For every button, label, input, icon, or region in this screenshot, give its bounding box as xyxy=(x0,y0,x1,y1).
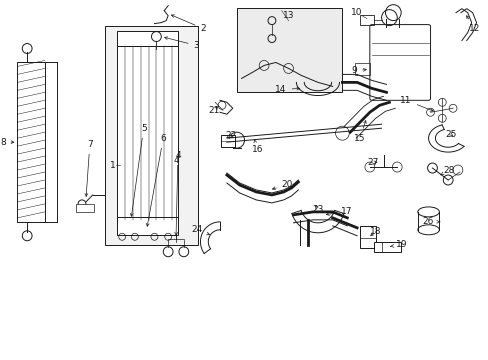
Ellipse shape xyxy=(417,225,438,235)
Text: 10: 10 xyxy=(350,8,361,17)
Bar xyxy=(76,204,94,212)
Text: 2: 2 xyxy=(171,15,205,33)
Bar xyxy=(117,217,178,235)
Text: 3: 3 xyxy=(164,37,199,50)
Bar xyxy=(236,8,342,92)
Text: 22: 22 xyxy=(224,131,236,140)
Bar xyxy=(221,135,234,147)
Bar xyxy=(117,45,178,220)
Text: 9: 9 xyxy=(351,66,366,75)
Text: 24: 24 xyxy=(191,225,209,235)
Text: 6: 6 xyxy=(146,134,166,226)
Text: 13: 13 xyxy=(282,11,294,20)
Bar xyxy=(373,242,400,252)
Text: 5: 5 xyxy=(130,124,146,216)
Text: 14: 14 xyxy=(275,85,299,94)
Text: 25: 25 xyxy=(444,130,456,139)
Ellipse shape xyxy=(417,207,438,217)
Text: 16: 16 xyxy=(251,140,263,154)
Text: 28: 28 xyxy=(440,166,454,175)
Text: 4: 4 xyxy=(174,150,181,235)
Text: 20: 20 xyxy=(272,180,292,190)
Text: 1: 1 xyxy=(109,161,115,170)
Text: 18: 18 xyxy=(369,227,381,236)
Text: 8: 8 xyxy=(0,138,14,147)
Text: 19: 19 xyxy=(390,240,407,249)
Text: 17: 17 xyxy=(325,207,351,216)
Text: 27: 27 xyxy=(366,158,378,167)
Bar xyxy=(354,63,369,75)
Text: 23: 23 xyxy=(312,205,323,214)
FancyBboxPatch shape xyxy=(369,24,429,100)
Bar xyxy=(18,62,45,222)
Text: 4: 4 xyxy=(173,156,179,165)
Bar xyxy=(117,31,178,45)
Text: 15: 15 xyxy=(354,121,366,143)
Text: 11: 11 xyxy=(400,96,432,111)
Text: 21: 21 xyxy=(208,106,220,115)
Bar xyxy=(359,226,375,248)
Text: 7: 7 xyxy=(85,140,93,196)
Bar xyxy=(104,26,197,245)
Text: 12: 12 xyxy=(466,16,479,33)
Text: 26: 26 xyxy=(422,217,439,226)
Bar xyxy=(359,15,373,24)
